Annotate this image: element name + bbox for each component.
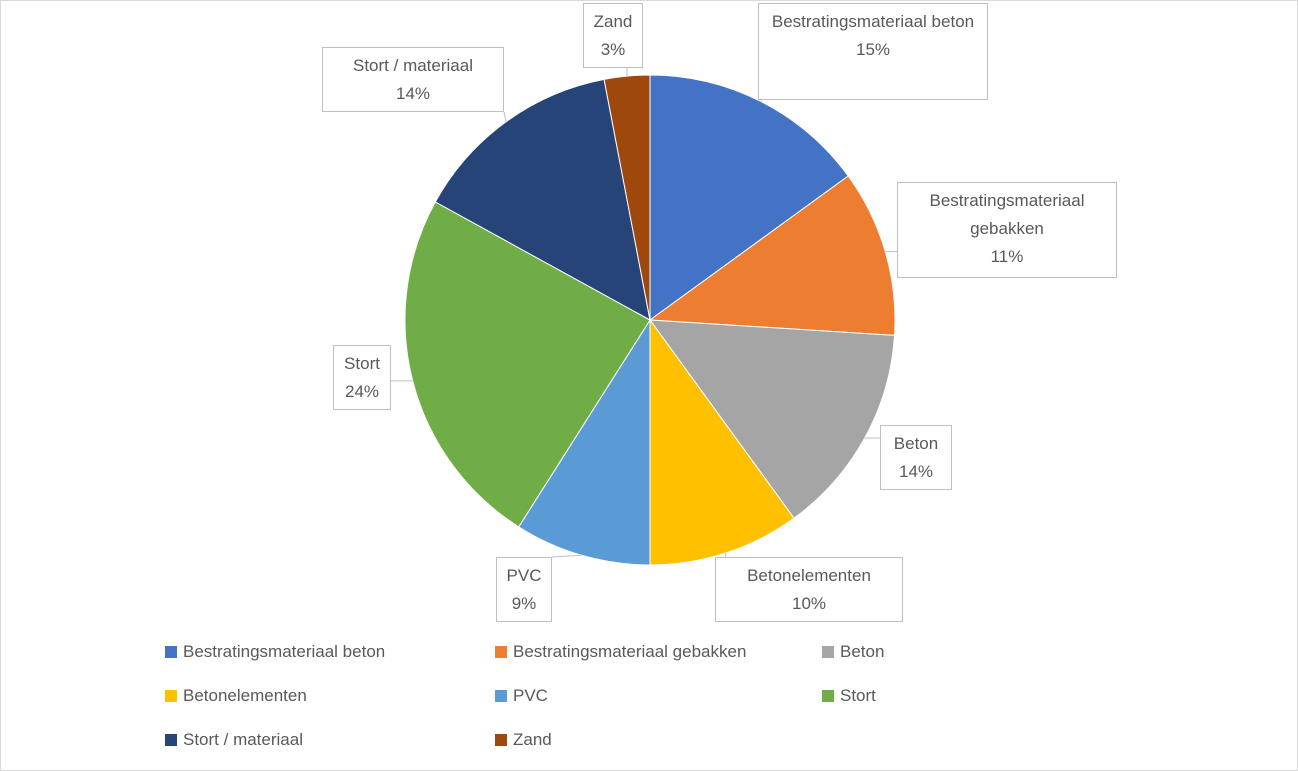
label-value: 3%	[600, 40, 626, 59]
pie-slice	[648, 319, 896, 519]
data-label: Beton 14%	[880, 425, 952, 490]
legend-item: Stort / materiaal	[165, 730, 303, 750]
pie-slice	[649, 74, 849, 321]
legend-label: Stort / materiaal	[183, 730, 303, 749]
label-value: 24%	[344, 382, 380, 401]
label-value: 10%	[791, 594, 827, 613]
leader-line	[503, 111, 507, 122]
data-label: Betonelementen 10%	[715, 557, 903, 622]
pie-slice	[603, 74, 651, 321]
label-value: 14%	[395, 84, 431, 103]
label-value: 11%	[990, 247, 1024, 266]
legend-label: Betonelementen	[183, 686, 307, 705]
legend-swatch	[495, 690, 507, 702]
label-name: Bestratingsmateriaal gebakken	[929, 191, 1085, 238]
label-value: 14%	[898, 462, 934, 481]
legend-label: PVC	[513, 686, 548, 705]
data-label: Zand 3%	[583, 3, 643, 68]
label-value: 15%	[855, 40, 891, 59]
legend-swatch	[165, 734, 177, 746]
legend-label: Bestratingsmateriaal gebakken	[513, 642, 747, 661]
legend-item: Stort	[822, 686, 876, 706]
label-name: Stort	[344, 354, 380, 373]
legend-item: Zand	[495, 730, 552, 750]
data-label: Stort 24%	[333, 345, 391, 410]
legend-item: PVC	[495, 686, 548, 706]
pie-slice	[648, 175, 896, 336]
pie-slice	[649, 318, 795, 566]
legend-swatch	[495, 734, 507, 746]
data-label: Bestratingsmateriaal gebakken 11%	[897, 182, 1117, 278]
legend-label: Zand	[513, 730, 552, 749]
legend-swatch	[495, 646, 507, 658]
pie-slice	[404, 201, 651, 528]
leader-line	[551, 554, 582, 558]
data-label: Bestratingsmateriaal beton 15%	[758, 3, 988, 100]
legend-swatch	[165, 646, 177, 658]
legend-item: Bestratingsmateriaal beton	[165, 642, 385, 662]
pie-slice	[434, 78, 651, 321]
legend-swatch	[822, 690, 834, 702]
data-label: PVC 9%	[496, 557, 552, 622]
label-name: Bestratingsmateriaal beton	[771, 12, 975, 31]
label-name: Zand	[593, 12, 633, 31]
legend-label: Stort	[840, 686, 876, 705]
label-name: Beton	[893, 434, 939, 453]
pie-slice	[518, 318, 651, 566]
label-name: PVC	[506, 566, 542, 585]
label-name: Stort / materiaal	[353, 56, 473, 75]
legend-swatch	[822, 646, 834, 658]
data-label: Stort / materiaal 14%	[322, 47, 504, 112]
legend-item: Betonelementen	[165, 686, 307, 706]
legend-swatch	[165, 690, 177, 702]
legend-label: Beton	[840, 642, 885, 661]
label-name: Betonelementen	[747, 566, 871, 585]
label-value: 9%	[511, 594, 537, 613]
legend-label: Bestratingsmateriaal beton	[183, 642, 386, 661]
legend-item: Beton	[822, 642, 884, 662]
legend-item: Bestratingsmateriaal gebakken	[495, 642, 746, 662]
